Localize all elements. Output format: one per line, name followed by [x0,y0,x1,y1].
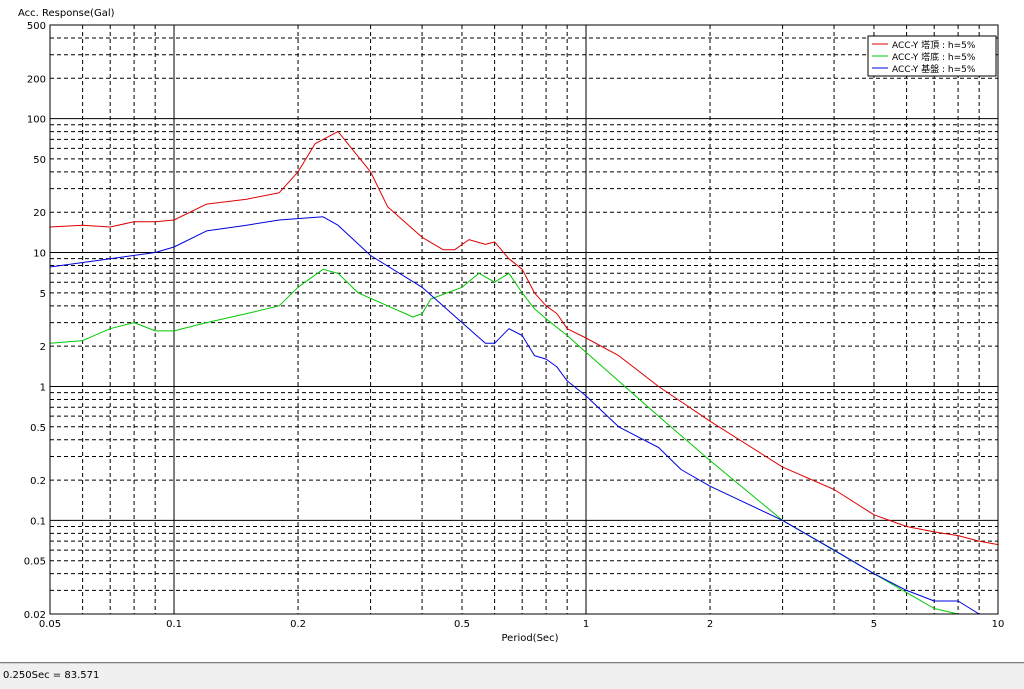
x-tick-label: 10 [992,619,1005,630]
legend: ACC-Y 塔頂 : h=5%ACC-Y 塔底 : h=5%ACC-Y 基盤 :… [867,35,997,77]
grid [50,25,998,614]
y-tick-label: 5 [40,289,46,300]
y-tick-label: 10 [33,249,46,260]
x-tick-label: 0.2 [290,619,306,630]
legend-box [867,35,997,77]
legend-label-1: ACC-Y 塔頂 : h=5% [892,39,976,51]
series-layer [50,131,998,614]
series-line-3 [50,216,983,614]
series-line-2 [50,268,959,614]
plot-frame [49,24,999,615]
y-tick-label: 20 [33,208,46,219]
x-tick-label: 1 [583,619,589,630]
plot-area: 0.05 0.1 0.2 0.5 1 2 5 10 500 200 100 50 20 10 5 2 1 0.5 0… [0,8,1024,663]
y-tick-label: 0.5 [30,423,46,434]
legend-label-2: ACC-Y 塔底 : h=5% [892,51,976,63]
x-tick-label: 0.05 [39,619,61,630]
x-axis-label: Period(Sec) [502,633,559,644]
y-tick-label: 200 [27,74,46,85]
y-tick-label: 2 [40,342,46,353]
series-line-1 [50,131,998,546]
y-tick-label: 100 [27,115,46,126]
x-tick-label: 0.5 [454,619,470,630]
response-spectrum-chart: 0.05 0.1 0.2 0.5 1 2 5 10 500 200 100 50 20 10 5 2 1 0.5 0… [18,8,1005,644]
y-tick-label: 0.05 [24,557,46,568]
axis-ticks: 0.05 0.1 0.2 0.5 1 2 5 10 500 200 100 50 20 10 5 2 1 0.5 0… [24,21,1005,630]
x-tick-label: 0.1 [166,619,182,630]
status-bar: 0.250Sec = 83.571 [0,663,1024,689]
y-axis-label: Acc. Response(Gal) [18,8,115,19]
y-tick-label: 1 [40,382,46,393]
x-tick-label: 2 [707,619,713,630]
plot-background [50,25,998,614]
status-readout: 0.250Sec = 83.571 [3,670,100,681]
x-tick-label: 5 [871,619,877,630]
y-tick-label: 0.2 [30,476,46,487]
y-tick-label: 0.1 [30,516,46,527]
legend-label-3: ACC-Y 基盤 : h=5% [892,63,976,75]
y-tick-label: 500 [27,21,46,32]
y-tick-label: 0.02 [24,610,46,621]
y-tick-label: 50 [33,155,46,166]
